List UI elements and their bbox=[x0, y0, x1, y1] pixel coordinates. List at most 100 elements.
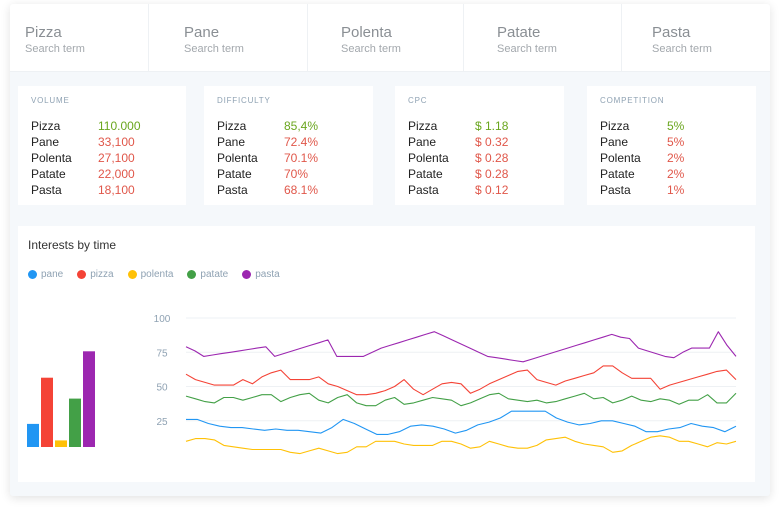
metric-term: Pizza bbox=[600, 119, 630, 133]
metric-row: Pane 72.4% bbox=[217, 134, 360, 150]
metric-value: 2% bbox=[667, 167, 685, 181]
card-title: DIFFICULTY bbox=[217, 96, 271, 105]
tab-term: Pasta bbox=[652, 24, 691, 41]
cpc-card: CPC Pizza $ 1.18 Pane $ 0.32 Polenta $ 0.28 Pa… bbox=[395, 86, 564, 205]
metric-value: 1% bbox=[667, 183, 685, 197]
legend-item-patate[interactable]: patate bbox=[187, 269, 228, 280]
metric-row: Polenta 2% bbox=[600, 150, 743, 166]
metric-term: Polenta bbox=[217, 151, 258, 165]
tab-patate[interactable]: Patate Search term bbox=[464, 4, 622, 72]
difficulty-card: DIFFICULTY Pizza 85,4% Pane 72.4% Polenta 70.… bbox=[204, 86, 373, 205]
series-line-pane bbox=[186, 410, 737, 435]
metric-value: $ 1.18 bbox=[475, 119, 509, 133]
metric-term: Pizza bbox=[217, 119, 247, 133]
metric-term: Polenta bbox=[408, 151, 449, 165]
metric-value: $ 0.32 bbox=[475, 135, 509, 149]
search-term-tabs: Pizza Search term Pane Search term Polen… bbox=[10, 4, 770, 72]
metric-term: Patate bbox=[217, 167, 252, 181]
legend-dot-icon bbox=[127, 270, 137, 279]
chart-title: Interests by time bbox=[28, 238, 117, 252]
metric-value: $ 0.28 bbox=[475, 151, 509, 165]
metric-term: Polenta bbox=[31, 151, 72, 165]
legend-label: polenta bbox=[140, 269, 174, 280]
interests-chart-panel: Interests by time pane pizza polenta patate… bbox=[18, 226, 755, 482]
tab-term: Patate bbox=[497, 24, 541, 41]
metric-value: 70% bbox=[284, 167, 309, 181]
chart-legend: pane pizza polenta patate pasta bbox=[28, 269, 294, 280]
legend-dot-icon bbox=[187, 270, 197, 279]
tab-subtitle: Search term bbox=[341, 43, 401, 55]
bar-pane bbox=[27, 423, 39, 447]
metric-row: Polenta 27,100 bbox=[31, 150, 173, 166]
metric-term: Pizza bbox=[31, 119, 61, 133]
metric-value: 68.1% bbox=[284, 183, 319, 197]
legend-item-pane[interactable]: pane bbox=[28, 269, 63, 280]
series-line-pasta bbox=[185, 331, 737, 363]
metric-row: Polenta 70.1% bbox=[217, 150, 360, 166]
tab-pane[interactable]: Pane Search term bbox=[149, 4, 308, 72]
tab-term: Pane bbox=[184, 24, 220, 41]
bar-pasta bbox=[83, 351, 95, 447]
dashboard-frame: Pizza Search term Pane Search term Polen… bbox=[10, 4, 770, 496]
legend-dot-icon bbox=[77, 270, 87, 279]
metric-term: Pasta bbox=[217, 183, 248, 197]
metric-value: 72.4% bbox=[284, 135, 319, 149]
tab-subtitle: Search term bbox=[497, 43, 557, 55]
legend-item-pasta[interactable]: pasta bbox=[242, 269, 280, 280]
tab-term: Pizza bbox=[25, 24, 62, 41]
competition-rows: Pizza 5% Pane 5% Polenta 2% Patate 2% Pasta 1% bbox=[600, 118, 743, 198]
series-line-polenta bbox=[185, 435, 737, 455]
bar-polenta bbox=[55, 440, 67, 447]
tab-subtitle: Search term bbox=[652, 43, 712, 55]
metric-value: 110.000 bbox=[98, 119, 141, 133]
metric-term: Pane bbox=[217, 135, 246, 149]
interests-chart: 25 50 75 100 bbox=[27, 314, 737, 455]
difficulty-rows: Pizza 85,4% Pane 72.4% Polenta 70.1% Patate 70%… bbox=[217, 118, 360, 198]
card-title: VOLUME bbox=[31, 96, 70, 105]
metric-row: Patate 22,000 bbox=[31, 166, 173, 182]
metric-row: Patate 2% bbox=[600, 166, 743, 182]
metric-value: 5% bbox=[667, 135, 685, 149]
metric-row: Pasta 1% bbox=[600, 182, 743, 198]
metric-value: 18,100 bbox=[98, 183, 135, 197]
y-tick-label: 75 bbox=[156, 348, 168, 359]
metric-row: Pasta 68.1% bbox=[217, 182, 360, 198]
metric-term: Pane bbox=[408, 135, 437, 149]
legend-label: patate bbox=[200, 269, 229, 280]
bar-pizza bbox=[41, 377, 53, 447]
tab-pasta[interactable]: Pasta Search term bbox=[622, 4, 770, 72]
y-tick-label: 100 bbox=[154, 314, 171, 325]
tab-term: Polenta bbox=[341, 24, 392, 41]
metric-term: Pasta bbox=[31, 183, 62, 197]
legend-item-polenta[interactable]: polenta bbox=[127, 269, 174, 280]
y-tick-label: 50 bbox=[156, 383, 168, 394]
metric-value: $ 0.28 bbox=[475, 167, 509, 181]
metric-term: Pasta bbox=[408, 183, 439, 197]
metric-row: Pane $ 0.32 bbox=[408, 134, 551, 150]
legend-dot-icon bbox=[28, 270, 37, 279]
metric-term: Patate bbox=[408, 167, 443, 181]
metric-row: Patate 70% bbox=[217, 166, 360, 182]
card-title: CPC bbox=[408, 96, 428, 105]
series-line-pizza bbox=[185, 365, 737, 396]
volume-rows: Pizza 110.000 Pane 33,100 Polenta 27,100 Patat… bbox=[31, 118, 173, 198]
legend-item-pizza[interactable]: pizza bbox=[77, 269, 114, 280]
metric-value: 85,4% bbox=[284, 119, 319, 133]
tab-polenta[interactable]: Polenta Search term bbox=[308, 4, 464, 72]
metric-row: Pane 5% bbox=[600, 134, 743, 150]
metric-value: $ 0.12 bbox=[475, 183, 509, 197]
metric-row: Pizza 110.000 bbox=[31, 118, 173, 134]
metric-term: Pane bbox=[600, 135, 629, 149]
competition-card: COMPETITION Pizza 5% Pane 5% Polenta 2% Patate… bbox=[587, 86, 756, 205]
legend-dot-icon bbox=[242, 270, 252, 279]
metric-value: 27,100 bbox=[98, 151, 135, 165]
metric-value: 2% bbox=[667, 151, 685, 165]
legend-label: pizza bbox=[90, 269, 114, 280]
legend-label: pasta bbox=[255, 269, 280, 280]
metric-row: Pasta $ 0.12 bbox=[408, 182, 551, 198]
series-line-patate bbox=[185, 392, 737, 407]
metric-row: Pizza 85,4% bbox=[217, 118, 360, 134]
y-tick-label: 25 bbox=[156, 417, 168, 428]
metric-term: Pane bbox=[31, 135, 60, 149]
tab-pizza[interactable]: Pizza Search term bbox=[10, 4, 149, 72]
